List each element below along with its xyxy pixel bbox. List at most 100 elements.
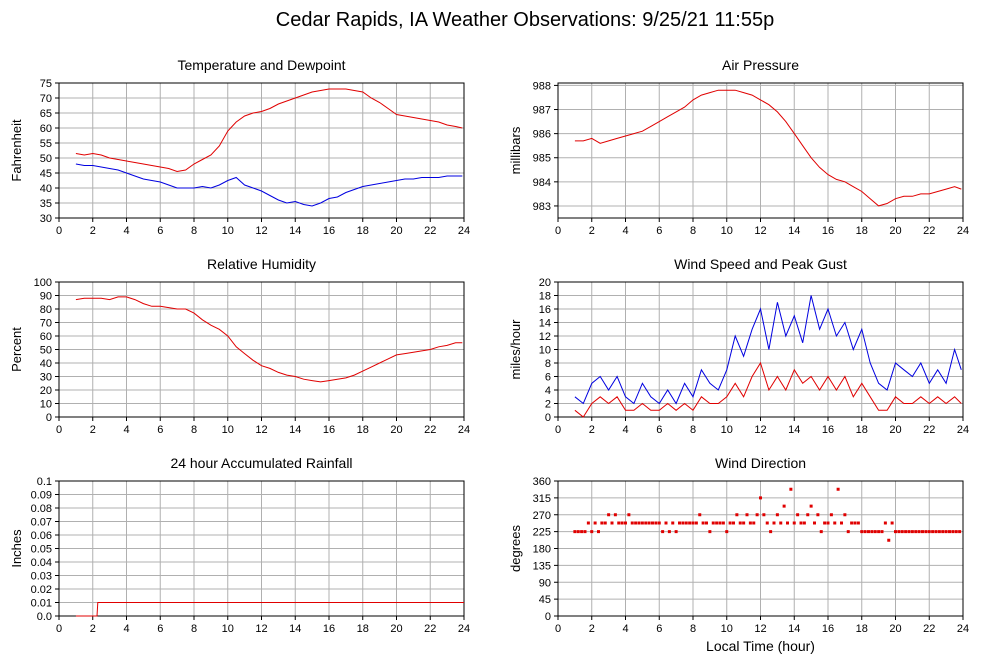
x-tick-label: 22 [923, 623, 935, 635]
data-point [769, 530, 773, 534]
y-tick-label: 45 [539, 594, 551, 606]
y-tick-label: 0.03 [31, 571, 52, 583]
y-tick-label: 6 [545, 372, 551, 384]
data-point [725, 530, 729, 534]
data-point [691, 521, 695, 525]
y-tick-label: 20 [539, 277, 551, 289]
x-tick-label: 4 [622, 225, 628, 237]
data-point [840, 521, 843, 525]
series-line-1 [75, 296, 463, 383]
panel-title: Relative Humidity [207, 256, 316, 272]
x-tick-label: 16 [323, 623, 335, 635]
x-tick-label: 0 [56, 623, 62, 635]
x-tick-label: 12 [255, 424, 267, 436]
x-tick-label: 16 [323, 424, 335, 436]
x-tick-label: 24 [957, 623, 969, 635]
data-point [715, 521, 719, 525]
data-point [921, 530, 924, 534]
data-point [850, 521, 854, 525]
x-tick-label: 18 [856, 623, 868, 635]
x-tick-label: 2 [90, 225, 96, 237]
x-tick-label: 4 [622, 623, 628, 635]
panel-title: 24 hour Accumulated Rainfall [170, 455, 352, 471]
y-tick-label: 60 [40, 123, 52, 135]
data-point [863, 530, 867, 534]
data-point [813, 521, 816, 525]
y-axis-label: Percent [9, 327, 24, 372]
y-tick-label: 135 [533, 560, 551, 572]
data-point [627, 513, 631, 517]
x-tick-label: 20 [889, 225, 901, 237]
x-tick-label: 2 [589, 424, 595, 436]
data-point [647, 521, 651, 525]
data-point [951, 530, 955, 534]
x-tick-label: 4 [123, 623, 129, 635]
data-point [671, 521, 675, 525]
x-tick-label: 22 [424, 623, 436, 635]
x-axis-label: Local Time (hour) [706, 638, 815, 654]
data-point [860, 530, 864, 534]
x-tick-label: 6 [157, 623, 163, 635]
data-point [721, 521, 725, 525]
x-tick-label: 6 [157, 225, 163, 237]
data-point [792, 521, 796, 525]
data-point [688, 521, 692, 525]
data-point [826, 521, 830, 525]
x-tick-label: 14 [289, 424, 301, 436]
y-tick-label: 12 [539, 331, 551, 343]
x-tick-label: 8 [690, 225, 696, 237]
y-tick-label: 4 [545, 385, 551, 397]
data-point [667, 530, 671, 534]
data-point [836, 487, 840, 491]
data-point [924, 530, 928, 534]
y-tick-label: 360 [533, 476, 551, 488]
y-tick-label: 70 [40, 93, 52, 105]
x-tick-label: 2 [589, 623, 595, 635]
y-tick-label: 60 [40, 331, 52, 343]
y-tick-label: 50 [40, 345, 52, 357]
x-tick-label: 12 [255, 225, 267, 237]
y-tick-label: 30 [40, 213, 52, 225]
x-tick-label: 10 [721, 225, 733, 237]
x-tick-label: 22 [424, 225, 436, 237]
y-tick-label: 180 [533, 544, 551, 556]
data-point [708, 530, 712, 534]
x-tick-label: 24 [458, 424, 470, 436]
data-point [573, 530, 577, 534]
y-tick-label: 986 [533, 129, 551, 141]
data-point [600, 521, 604, 525]
x-tick-label: 2 [589, 225, 595, 237]
data-point [846, 530, 850, 534]
y-axis-label: millibars [508, 126, 523, 174]
y-tick-label: 0.01 [31, 598, 52, 610]
data-point [654, 521, 658, 525]
y-tick-label: 40 [40, 358, 52, 370]
x-tick-label: 0 [555, 225, 561, 237]
y-tick-label: 0.04 [31, 557, 52, 569]
y-tick-label: 55 [40, 138, 52, 150]
y-tick-label: 987 [533, 105, 551, 117]
x-tick-label: 20 [390, 623, 402, 635]
x-tick-label: 22 [923, 424, 935, 436]
data-point [917, 530, 921, 534]
data-point [755, 513, 759, 517]
data-point [759, 496, 762, 500]
x-tick-label: 16 [822, 623, 834, 635]
panel-title: Wind Direction [715, 455, 806, 471]
page-title: Cedar Rapids, IA Weather Observations: 9… [276, 9, 774, 31]
x-tick-label: 14 [289, 225, 301, 237]
data-point [867, 530, 870, 534]
data-point [705, 521, 708, 525]
data-point [897, 530, 901, 534]
data-point [630, 521, 634, 525]
x-tick-label: 2 [90, 424, 96, 436]
x-tick-label: 4 [123, 225, 129, 237]
data-point [877, 530, 881, 534]
x-tick-label: 22 [923, 225, 935, 237]
data-point [883, 521, 887, 525]
x-tick-label: 10 [721, 424, 733, 436]
